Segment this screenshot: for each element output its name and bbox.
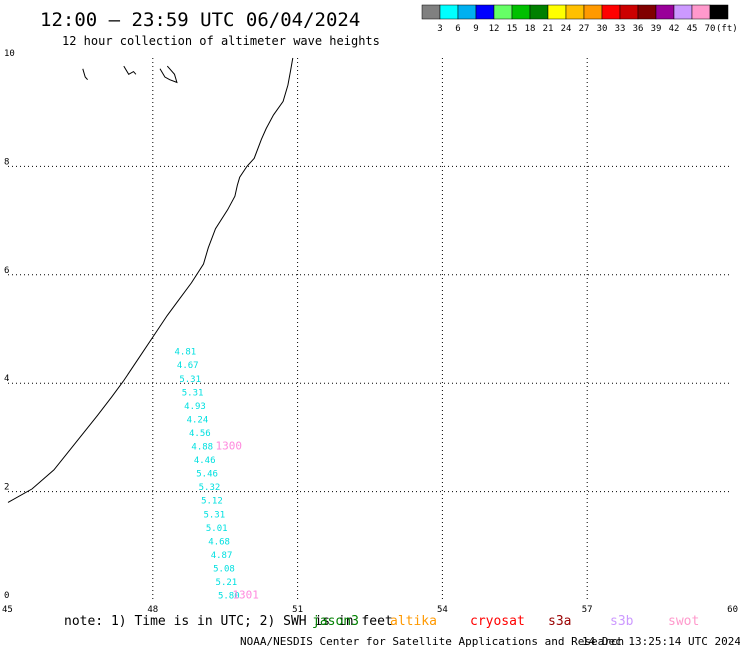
colorbar-label: 9: [473, 24, 478, 34]
data-point-label: 5.46: [196, 470, 218, 480]
data-point-label: 5.12: [201, 497, 223, 507]
colorbar-label: 33: [615, 24, 626, 34]
colorbar-label: 6: [455, 24, 460, 34]
y-tick-label: 2: [4, 483, 9, 493]
data-point-label: 5.80: [218, 592, 240, 602]
island-outline: [159, 65, 178, 84]
colorbar-legend: 3 6 9 12 15 18 21 24 27 30 33 36 39 42 45 70 (ft): [421, 4, 738, 34]
mission-label: cryosat: [470, 614, 525, 629]
data-point-label: 4.46: [194, 456, 216, 466]
colorbar-label: 21: [543, 24, 554, 34]
colorbar-label: 18: [525, 24, 536, 34]
data-point-label: 4.67: [177, 361, 199, 371]
chart-subtitle: 12 hour collection of altimeter wave hei…: [62, 34, 380, 48]
data-point-label: 5.31: [182, 388, 204, 398]
data-point-label: 5.08: [213, 564, 235, 574]
axis-ticks: 45 48 51 54 57 60 0 2 4 6 8 10: [2, 49, 738, 615]
colorbar-swatch: [493, 4, 513, 20]
colorbar-swatch: [709, 4, 729, 20]
data-point-label: 4.93: [184, 402, 206, 412]
mission-legend: jason3 altika cryosat s3a s3b swot: [312, 614, 699, 629]
colorbar-label: 12: [489, 24, 500, 34]
colorbar-swatch: [601, 4, 621, 20]
footer-note: note: 1) Time is in UTC; 2) SWH is in fe…: [64, 614, 393, 629]
credit-line: NOAA/NESDIS Center for Satellite Applica…: [240, 635, 624, 648]
colorbar-swatch: [547, 4, 567, 20]
colorbar-label: 24: [561, 24, 572, 34]
colorbar-label: 42: [669, 24, 680, 34]
mission-label: jason3: [312, 614, 359, 629]
data-point-label: 4.81: [175, 348, 197, 358]
colorbar-label: 3: [437, 24, 442, 34]
pass-time-label: 1300: [216, 440, 243, 453]
colorbar-label: 70: [705, 24, 716, 34]
island-outline: [82, 68, 88, 81]
y-tick-label: 4: [4, 374, 9, 384]
data-point-label: 4.87: [211, 551, 233, 561]
colorbar-swatch: [511, 4, 531, 20]
colorbar-swatch: [637, 4, 657, 20]
colorbar-swatch: [529, 4, 549, 20]
data-point-label: 4.68: [208, 537, 230, 547]
colorbar-swatch: [691, 4, 711, 20]
y-tick-label: 8: [4, 157, 9, 167]
island-outline: [123, 65, 137, 75]
colorbar-label: 39: [651, 24, 662, 34]
colorbar-swatch: [457, 4, 477, 20]
data-point-label: 4.88: [191, 443, 213, 453]
data-point-label: 5.31: [203, 510, 225, 520]
coastline: [7, 57, 294, 503]
chart-title: 12:00 – 23:59 UTC 06/04/2024: [40, 9, 360, 31]
colorbar-label: 15: [507, 24, 518, 34]
grid-lines: [8, 58, 732, 600]
x-tick-label: 54: [437, 605, 448, 615]
colorbar-swatch: [475, 4, 495, 20]
colorbar-swatch: [565, 4, 585, 20]
x-tick-label: 51: [292, 605, 303, 615]
pass-time-label: 1301: [232, 589, 259, 602]
mission-label: s3a: [548, 614, 571, 629]
y-tick-label: 0: [4, 591, 9, 601]
colorbar-swatch: [439, 4, 459, 20]
y-tick-label: 6: [4, 266, 9, 276]
colorbar-swatch: [673, 4, 693, 20]
x-tick-label: 57: [582, 605, 593, 615]
coastline-line: [7, 57, 294, 503]
data-labels: 4.81 4.67 5.31 5.31 4.93 4.24 4.56 4.88 4.46 5.46…: [175, 348, 259, 602]
colorbar-swatch: [619, 4, 639, 20]
data-point-label: 5.32: [199, 483, 221, 493]
x-tick-label: 48: [147, 605, 158, 615]
colorbar-swatch: [655, 4, 675, 20]
data-point-label: 5.21: [216, 578, 238, 588]
data-point-label: 4.56: [189, 429, 211, 439]
mission-label: swot: [668, 614, 699, 629]
timestamp: 14 Dec 13:25:14 UTC 2024: [582, 635, 740, 648]
mission-label: altika: [390, 614, 437, 629]
colorbar-unit: (ft): [716, 24, 738, 34]
mission-label: s3b: [610, 614, 634, 629]
x-tick-label: 45: [2, 605, 13, 615]
x-tick-label: 60: [727, 605, 738, 615]
data-point-label: 5.01: [206, 524, 228, 534]
data-point-label: 4.24: [187, 415, 209, 425]
colorbar-label: 30: [597, 24, 608, 34]
colorbar-label: 45: [687, 24, 698, 34]
colorbar-swatch: [421, 4, 441, 20]
data-point-label: 5.31: [179, 375, 201, 385]
y-tick-label: 10: [4, 49, 15, 59]
colorbar-swatch: [583, 4, 603, 20]
colorbar-label: 36: [633, 24, 644, 34]
colorbar-label: 27: [579, 24, 590, 34]
